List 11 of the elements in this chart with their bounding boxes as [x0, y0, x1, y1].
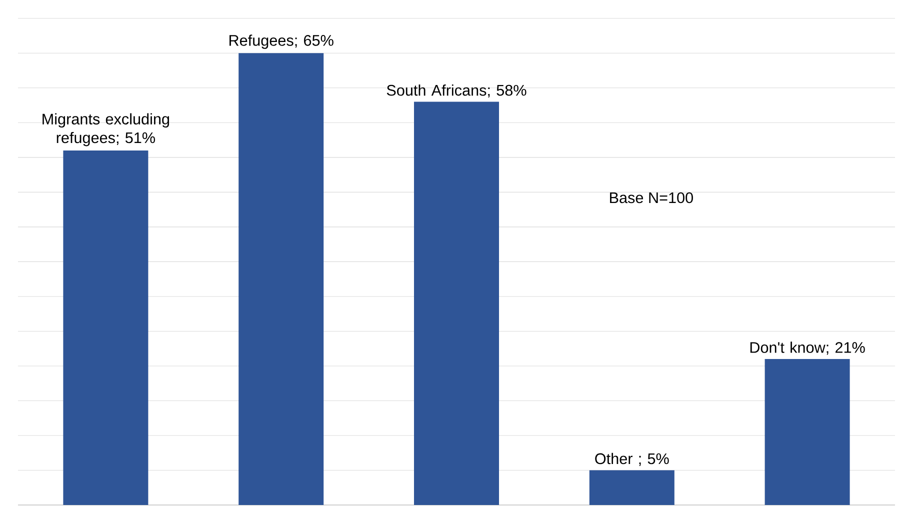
- data-label: Other ; 5%: [595, 452, 669, 466]
- bar: [63, 150, 148, 506]
- bar: [589, 470, 674, 506]
- data-label: Migrants excluding refugees; 51%: [42, 113, 170, 146]
- annotation: Base N=100: [610, 192, 693, 204]
- data-label: South Africans; 58%: [386, 84, 526, 98]
- bar: [764, 359, 850, 506]
- bar: [414, 102, 500, 506]
- bar: [238, 53, 324, 506]
- data-label: Don't know; 21%: [750, 342, 865, 355]
- data-label: Refugees; 65%: [230, 34, 334, 49]
